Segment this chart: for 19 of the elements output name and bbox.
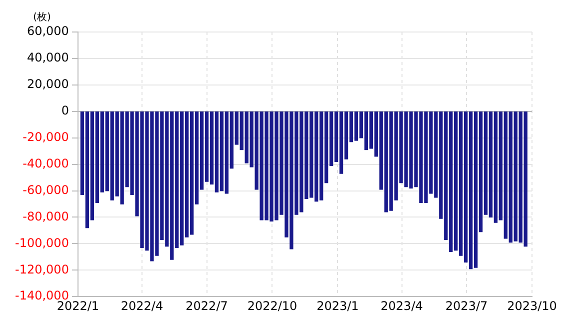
x-tick-label: 2022/7 xyxy=(186,298,228,313)
y-tick-label: -80,000 xyxy=(22,209,69,224)
y-tick-label: 20,000 xyxy=(26,77,69,92)
y-tick-label: 60,000 xyxy=(26,24,69,38)
y-tick-label: -20,000 xyxy=(22,130,69,144)
y-tick-label: 0 xyxy=(61,104,69,118)
x-tick-label: 2023/7 xyxy=(445,298,488,313)
x-tick-label: 2023/1 xyxy=(316,298,359,313)
y-tick-label: -120,000 xyxy=(15,262,69,276)
y-tick-label: -40,000 xyxy=(22,156,69,170)
y-tick-label: -100,000 xyxy=(15,236,69,250)
x-tick-label: 2023/10 xyxy=(507,298,557,313)
x-tick-label: 2023/4 xyxy=(380,298,423,313)
x-tick-label: 2022/10 xyxy=(247,298,298,313)
y-axis-title: (枚) xyxy=(33,11,51,23)
x-tick-label: 2022/4 xyxy=(120,298,164,313)
y-tick-label: 40,000 xyxy=(26,50,69,65)
y-tick-label: -60,000 xyxy=(22,182,69,197)
x-tick-label: 2022/1 xyxy=(56,298,100,313)
